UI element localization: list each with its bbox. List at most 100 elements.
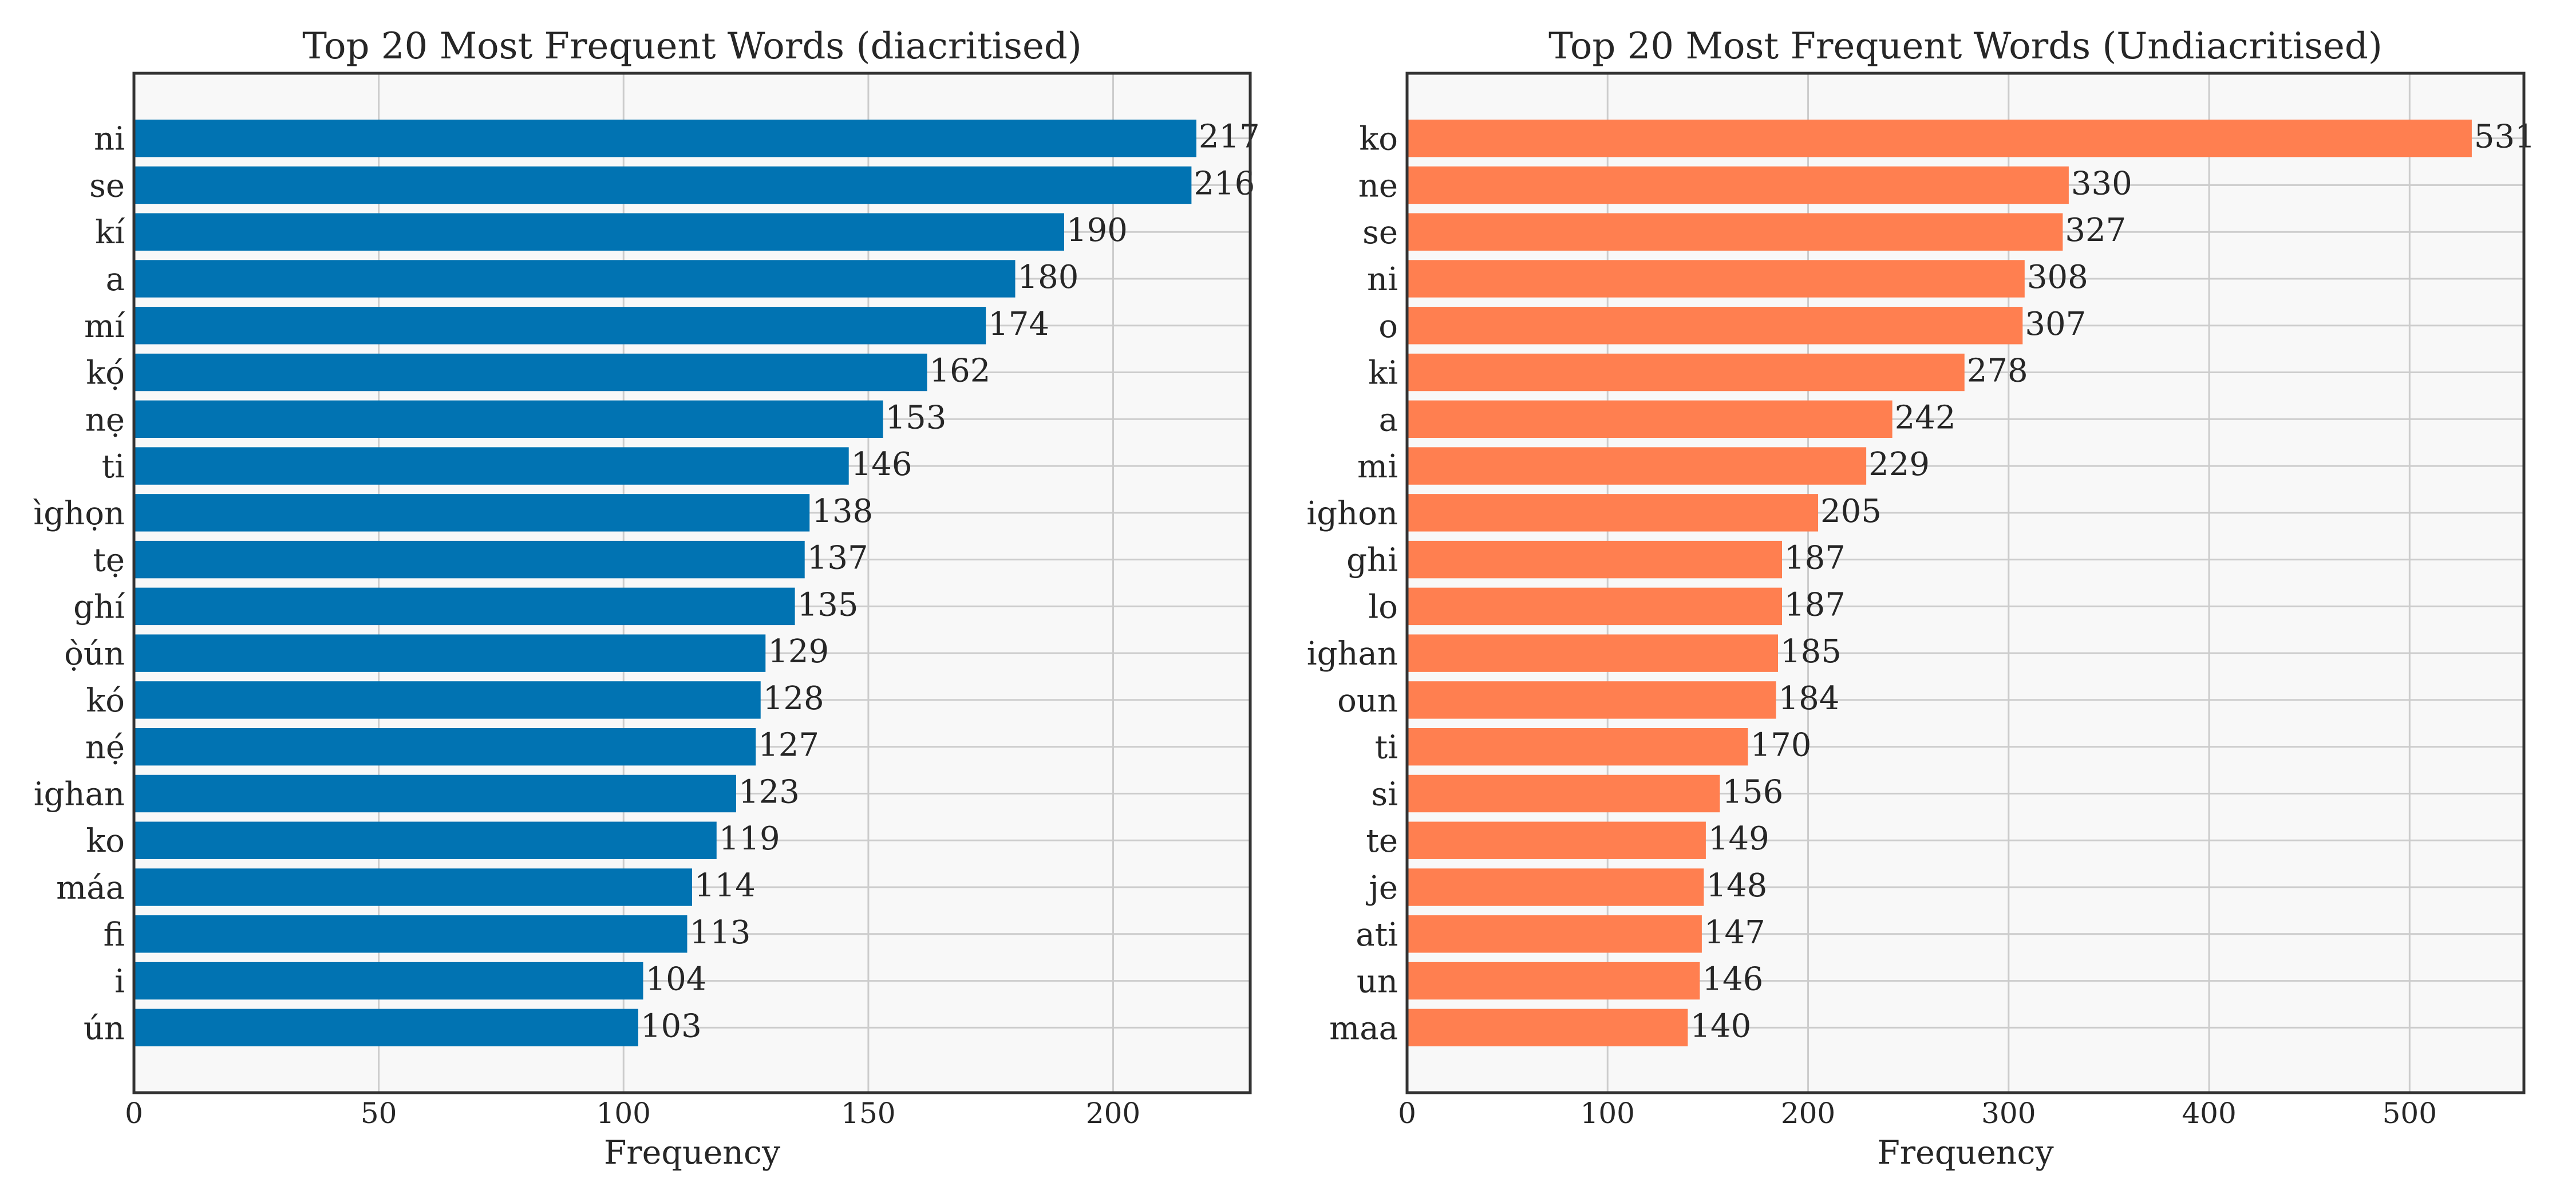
bar xyxy=(134,587,795,626)
data-label: 187 xyxy=(1784,540,1846,577)
data-label: 153 xyxy=(886,399,947,436)
y-tick-label: ún xyxy=(84,1010,125,1047)
x-tick-label: 150 xyxy=(841,1097,895,1130)
bar xyxy=(1407,260,2025,298)
bar xyxy=(134,119,1196,157)
bar xyxy=(134,353,927,392)
bar xyxy=(1407,681,1776,719)
data-label: 104 xyxy=(645,961,706,998)
x-tick-label: 100 xyxy=(1581,1097,1635,1130)
y-tick-label: oun xyxy=(1337,682,1398,719)
data-label: 127 xyxy=(758,727,819,764)
y-tick-labels: ko ne se ni o ki a mi ighon ghi lo ighan oun ti si te je… xyxy=(1306,121,1398,1047)
data-label: 170 xyxy=(1750,727,1811,764)
bar xyxy=(1407,1009,1688,1047)
x-tick-label: 500 xyxy=(2383,1097,2437,1130)
data-label: 103 xyxy=(641,1007,702,1045)
data-label: 119 xyxy=(719,820,780,857)
data-label: 147 xyxy=(1704,914,1765,951)
x-tick-label: 200 xyxy=(1781,1097,1835,1130)
data-label: 184 xyxy=(1778,680,1839,717)
data-label: 149 xyxy=(1708,820,1769,857)
y-tick-label: mi xyxy=(1357,448,1398,485)
data-label: 531 xyxy=(2474,118,2535,156)
bar xyxy=(134,962,643,1000)
bar xyxy=(134,681,761,719)
data-label: 205 xyxy=(1820,493,1882,530)
data-label: 190 xyxy=(1066,212,1128,249)
y-tick-label: je xyxy=(1365,869,1398,907)
y-tick-label: kọ́ xyxy=(86,355,125,392)
data-label: 113 xyxy=(689,914,750,951)
bar xyxy=(1407,634,1778,672)
y-tick-label: ìghọn xyxy=(33,495,125,532)
bar xyxy=(134,634,766,672)
plot-frame xyxy=(1405,72,2526,1094)
data-label: 308 xyxy=(2027,259,2088,296)
data-labels: 2172161901801741621531461381371351291281… xyxy=(641,118,1260,1045)
x-tick-label: 0 xyxy=(125,1097,143,1130)
x-tick-label: 100 xyxy=(596,1097,651,1130)
data-label: 146 xyxy=(851,446,912,483)
data-label: 138 xyxy=(812,493,873,530)
x-tick-label: 400 xyxy=(2182,1097,2236,1130)
data-label: 140 xyxy=(1690,1007,1751,1045)
y-tick-label: a xyxy=(106,261,125,298)
bars xyxy=(134,119,1196,1047)
data-label: 180 xyxy=(1017,259,1078,296)
x-tick-labels: 0 50 100 150 200 xyxy=(125,1097,1140,1130)
data-label: 148 xyxy=(1706,867,1767,904)
bar xyxy=(134,400,883,438)
data-label: 187 xyxy=(1784,586,1846,623)
data-label: 162 xyxy=(930,353,991,390)
data-label: 229 xyxy=(1868,446,1930,483)
y-tick-label: ighan xyxy=(1307,635,1398,673)
y-tick-label: i xyxy=(114,963,125,1001)
x-axis-label: Frequency xyxy=(1877,1134,2054,1172)
bar xyxy=(134,1009,638,1047)
bar xyxy=(134,307,986,345)
y-tick-label: a xyxy=(1379,401,1398,438)
data-label: 135 xyxy=(797,586,859,623)
y-tick-label: te xyxy=(1366,823,1398,860)
y-tick-label: ki xyxy=(1368,355,1398,392)
data-label: 114 xyxy=(694,867,756,904)
data-label: 330 xyxy=(2071,165,2132,202)
bar xyxy=(134,868,692,906)
bar xyxy=(134,494,810,532)
bar xyxy=(1407,821,1706,859)
bar xyxy=(1407,540,1783,579)
y-tick-label: máa xyxy=(56,869,125,907)
bar xyxy=(1407,587,1783,626)
x-tick-label: 0 xyxy=(1398,1097,1416,1130)
data-labels: 531 330 327 308 307 278 242 229 205 187 187 185 184 1… xyxy=(1690,118,2535,1045)
bar xyxy=(1407,868,1704,906)
chart-panel-diacritised: Top 20 Most Frequent Words (diacritised)… xyxy=(33,25,1259,1172)
data-label: 278 xyxy=(1967,353,2028,390)
y-tick-label: fi xyxy=(104,916,125,954)
data-label: 307 xyxy=(2025,306,2086,343)
x-tick-label: 200 xyxy=(1086,1097,1140,1130)
x-tick-label: 300 xyxy=(1981,1097,2036,1130)
data-label: 216 xyxy=(1194,165,1255,202)
y-tick-label: ighan xyxy=(34,776,125,813)
y-tick-label: tẹ xyxy=(93,542,125,579)
bar xyxy=(1407,915,1702,953)
bar xyxy=(134,727,756,766)
y-tick-label: ne xyxy=(1358,167,1398,204)
data-label: 137 xyxy=(807,540,868,577)
bar xyxy=(134,915,688,953)
bar xyxy=(1407,962,1700,1000)
data-label: 146 xyxy=(1702,961,1763,998)
chart-title: Top 20 Most Frequent Words (Undiacritise… xyxy=(1548,25,2383,68)
y-tick-label: kó xyxy=(86,682,125,719)
chart-panel-undiacritised: Top 20 Most Frequent Words (Undiacritise… xyxy=(1306,25,2535,1172)
bar xyxy=(134,213,1064,251)
chart-title: Top 20 Most Frequent Words (diacritised) xyxy=(302,25,1082,68)
x-axis-label: Frequency xyxy=(604,1134,781,1172)
y-tick-label: kí xyxy=(95,214,125,251)
x-tick-labels: 0 100 200 300 400 500 xyxy=(1398,1097,2437,1130)
y-tick-labels: ni se kí a mí kọ́ nẹ ti ìghọn tẹ ghí ọ̀ún kó nẹ́ ighan… xyxy=(33,121,125,1047)
bar xyxy=(134,774,736,813)
